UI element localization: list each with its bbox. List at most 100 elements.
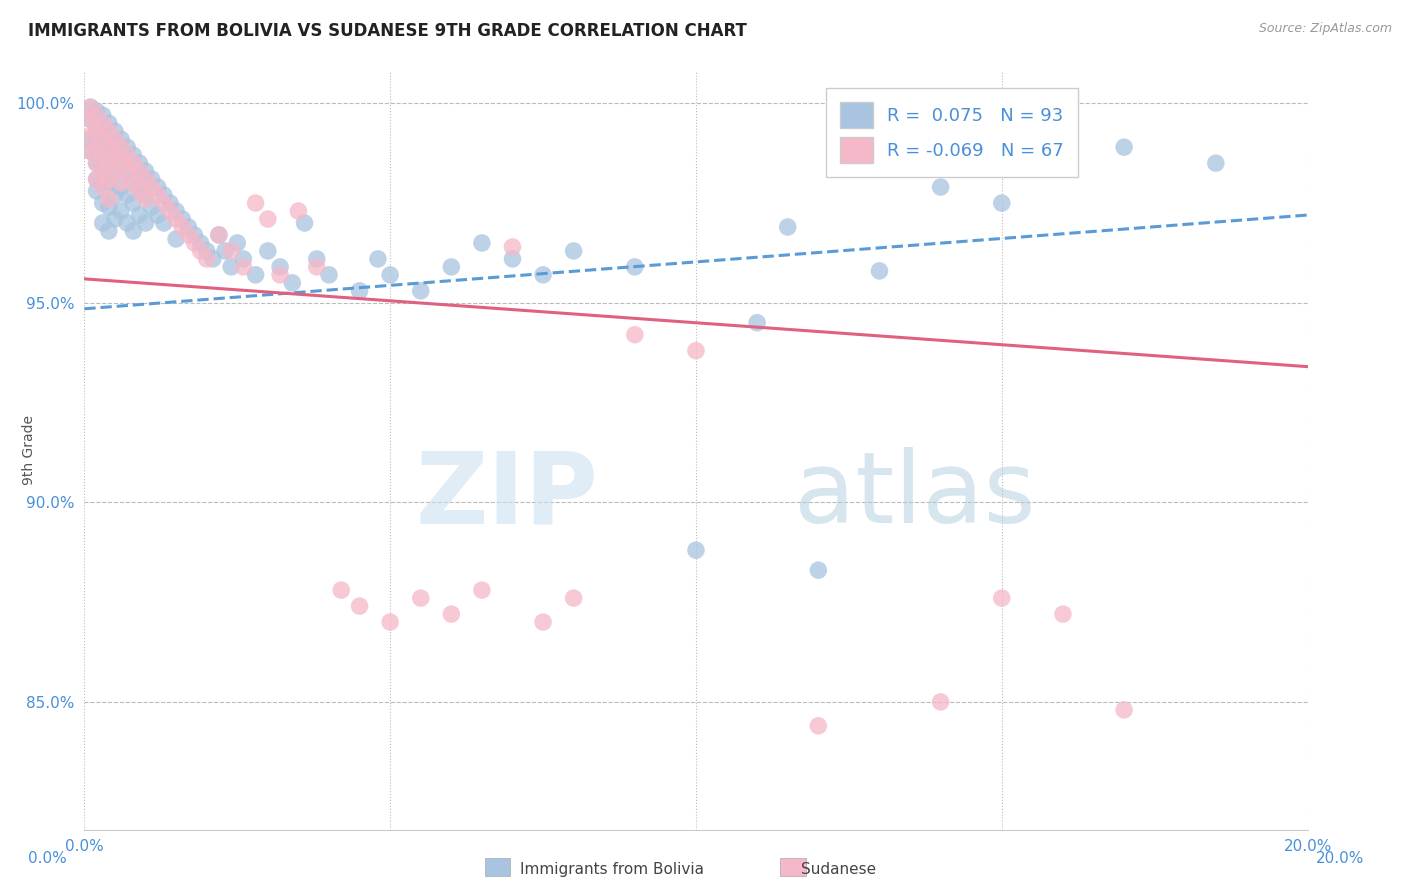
Text: 20.0%: 20.0% — [1316, 851, 1364, 865]
Point — [1021, 124, 1043, 138]
Point — [104, 164, 127, 178]
Point — [110, 180, 132, 194]
Point — [685, 343, 707, 358]
Point — [177, 227, 200, 242]
Point — [257, 212, 280, 227]
Point — [97, 156, 120, 170]
Point — [86, 108, 108, 122]
Point — [86, 132, 108, 146]
Point — [471, 235, 494, 250]
Point — [153, 216, 176, 230]
Point — [110, 132, 132, 146]
Point — [232, 252, 254, 266]
Point — [104, 212, 127, 227]
Point — [991, 196, 1014, 211]
Text: 0.0%: 0.0% — [28, 851, 67, 865]
Point — [128, 156, 150, 170]
Point — [159, 204, 181, 219]
Point — [349, 284, 371, 298]
Point — [183, 235, 205, 250]
Point — [219, 260, 242, 274]
Point — [1205, 156, 1227, 170]
Point — [269, 268, 291, 282]
Point — [776, 219, 799, 234]
Point — [135, 172, 157, 186]
Point — [104, 148, 127, 162]
Point — [115, 188, 138, 202]
Point — [219, 244, 242, 258]
Point — [141, 180, 163, 194]
Point — [86, 156, 108, 170]
Point — [502, 252, 524, 266]
Point — [128, 184, 150, 198]
Point — [91, 108, 114, 122]
Point — [86, 172, 108, 186]
Point — [195, 244, 218, 258]
Point — [1052, 607, 1074, 621]
Point — [110, 176, 132, 190]
Point — [869, 264, 891, 278]
Point — [79, 144, 101, 158]
Point — [624, 260, 647, 274]
Point — [135, 188, 157, 202]
Point — [135, 216, 157, 230]
Point — [502, 240, 524, 254]
Point — [141, 200, 163, 214]
Point — [807, 563, 830, 577]
Point — [97, 192, 120, 206]
Point — [471, 583, 494, 598]
Text: Source: ZipAtlas.com: Source: ZipAtlas.com — [1258, 22, 1392, 36]
Point — [380, 615, 402, 629]
Point — [183, 227, 205, 242]
Point — [531, 268, 554, 282]
Point — [531, 615, 554, 629]
Point — [97, 156, 120, 170]
FancyBboxPatch shape — [485, 858, 510, 876]
Point — [190, 235, 212, 250]
Text: IMMIGRANTS FROM BOLIVIA VS SUDANESE 9TH GRADE CORRELATION CHART: IMMIGRANTS FROM BOLIVIA VS SUDANESE 9TH … — [28, 22, 747, 40]
Point — [281, 276, 304, 290]
Point — [91, 148, 114, 162]
Point — [97, 136, 120, 151]
Point — [562, 244, 585, 258]
Point — [349, 599, 371, 613]
Point — [115, 164, 138, 178]
Point — [190, 244, 212, 258]
Point — [991, 591, 1014, 606]
Point — [79, 128, 101, 143]
Point — [562, 591, 585, 606]
Point — [232, 260, 254, 274]
Point — [440, 260, 463, 274]
Point — [86, 104, 108, 119]
Point — [110, 156, 132, 170]
Point — [79, 112, 101, 127]
Point — [201, 252, 224, 266]
Point — [440, 607, 463, 621]
Point — [226, 235, 249, 250]
Point — [91, 144, 114, 158]
Legend: R =  0.075   N = 93, R = -0.069   N = 67: R = 0.075 N = 93, R = -0.069 N = 67 — [825, 88, 1078, 177]
Point — [135, 164, 157, 178]
Point — [409, 591, 432, 606]
Point — [128, 164, 150, 178]
Point — [409, 284, 432, 298]
Point — [104, 124, 127, 138]
Point — [122, 148, 145, 162]
Point — [97, 224, 120, 238]
Point — [165, 204, 187, 219]
Point — [97, 172, 120, 186]
Point — [929, 695, 952, 709]
Point — [318, 268, 340, 282]
Point — [159, 196, 181, 211]
Point — [79, 112, 101, 127]
Point — [128, 180, 150, 194]
Point — [214, 244, 236, 258]
Point — [79, 100, 101, 114]
Point — [91, 180, 114, 194]
Point — [208, 227, 231, 242]
Point — [172, 219, 194, 234]
Point — [367, 252, 389, 266]
Point — [97, 140, 120, 154]
Point — [929, 180, 952, 194]
Point — [245, 196, 267, 211]
